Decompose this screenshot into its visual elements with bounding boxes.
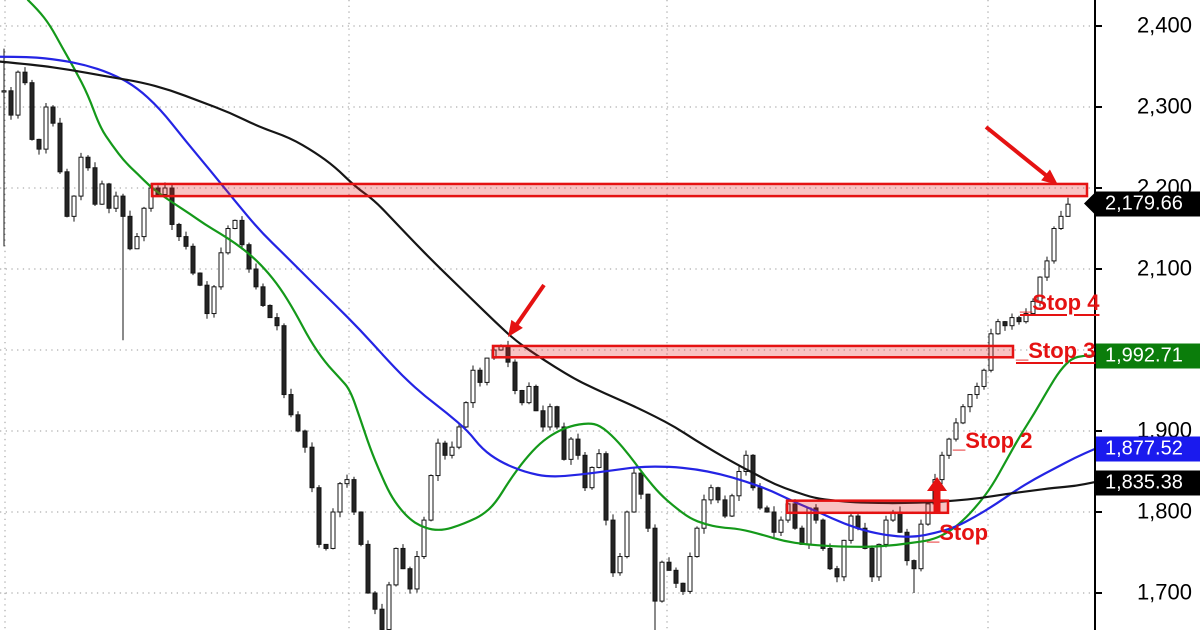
- last-price-tag: 2,179.66: [1084, 191, 1200, 217]
- last-price-value: 2,179.66: [1105, 192, 1183, 215]
- ma-black-price-tag: 1,835.38: [1096, 470, 1200, 496]
- resistance-box: [785, 499, 950, 515]
- stop-annotation-4: _Stop 4: [1020, 290, 1100, 315]
- candles: [1, 48, 1071, 630]
- ma-black: [0, 60, 1097, 505]
- ma-black-price-value: 1,835.38: [1105, 471, 1183, 494]
- y-axis-label: 2,100: [1136, 255, 1192, 281]
- stop-annotation-3: _Stop 3: [1016, 338, 1096, 363]
- down-arrow-icon: [511, 283, 546, 331]
- ma-blue-price-value: 1,877.52: [1105, 437, 1183, 460]
- ma-green: [26, 0, 1097, 548]
- up-arrow-icon: [927, 477, 947, 514]
- y-axis-label: 1,800: [1136, 498, 1192, 524]
- ma-blue-price-tag: 1,877.52: [1096, 436, 1200, 462]
- ma-blue: [0, 55, 1097, 538]
- ma-green-price-value: 1,992.71: [1105, 344, 1183, 367]
- stop-annotation-2: _Stop 2: [953, 428, 1033, 453]
- y-axis-label: 2,300: [1136, 93, 1192, 119]
- resistance-box: [491, 344, 1015, 359]
- stop-annotation-1: _Stop: [927, 520, 989, 545]
- gridlines: [0, 0, 1095, 630]
- y-axis-label: 1,700: [1136, 579, 1192, 605]
- ma-green-price-tag: 1,992.71: [1096, 343, 1200, 369]
- tag-pointer-icon: [1084, 191, 1096, 216]
- y-axis-label: 2,400: [1136, 12, 1192, 38]
- down-arrow-icon: [984, 125, 1053, 181]
- resistance-box: [150, 182, 1089, 198]
